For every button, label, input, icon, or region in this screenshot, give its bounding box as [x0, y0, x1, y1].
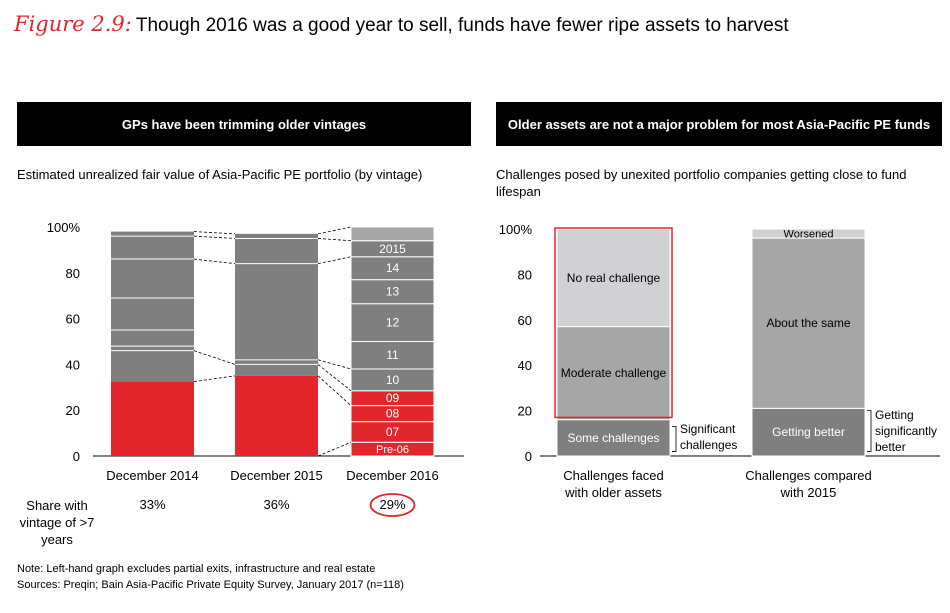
right-segment-label: No real challenge [567, 271, 661, 285]
share-highlight-circle [369, 493, 416, 517]
callout-text-right: significantly [875, 424, 937, 438]
left-segment-label: 12 [386, 316, 400, 330]
right-segment-label: Some challenges [567, 431, 659, 445]
left-segment-label: 08 [386, 407, 400, 421]
left-connector-line [317, 238, 352, 242]
figure-label: Figure 2.9: [14, 12, 132, 36]
right-panel-subtitle: Challenges posed by unexited portfolio c… [496, 167, 907, 199]
callout-text-left: Significant [680, 422, 736, 436]
right-y-tick: 60 [518, 313, 532, 328]
left-bar-gray [111, 231, 194, 382]
left-connector-line [193, 375, 236, 382]
left-bar-red [111, 381, 194, 456]
right-y-tick: 80 [518, 267, 532, 282]
left-bar-segment [350, 303, 435, 342]
share-row-label: Share with vintage of >7 years [19, 498, 95, 547]
left-segment-label: 2015 [379, 242, 406, 256]
right-bar-segment [751, 228, 866, 239]
left-connector-line [317, 256, 352, 265]
left-panel-banner: GPs have been trimming older vintages [17, 102, 471, 146]
left-y-tick: 100% [47, 220, 81, 235]
left-connector-line [193, 235, 236, 239]
figure-title: Figure 2.9: Though 2016 was a good year t… [14, 12, 789, 37]
left-bar-segment [350, 279, 435, 305]
right-segment-label: About the same [766, 316, 850, 330]
left-bar-segment-2016-top [350, 226, 435, 242]
left-segment-label: 13 [386, 285, 400, 299]
left-y-tick: 20 [66, 403, 80, 418]
right-category-label: Challenges faced [563, 468, 663, 483]
left-connector-line [317, 375, 352, 406]
footnote-sources: Sources: Preqin; Bain Asia-Pacific Priva… [17, 579, 404, 591]
left-segment-label: 10 [386, 373, 400, 387]
left-bar-gray [235, 233, 318, 376]
left-share-value: 36% [263, 497, 289, 512]
right-panel-banner: Older assets are not a major problem for… [496, 102, 942, 146]
left-segment-label: 09 [386, 391, 400, 405]
right-bar-segment [556, 228, 671, 328]
left-connector-line [317, 226, 352, 235]
left-connector-line [193, 350, 236, 365]
left-share-value: 33% [139, 497, 165, 512]
right-category-label: Challenges compared [745, 468, 871, 483]
right-bar-segment [751, 237, 866, 409]
callout-text-right: Getting [875, 408, 914, 422]
left-connector-line [317, 359, 352, 370]
right-segment-label: Moderate challenge [561, 366, 667, 380]
right-bar-segment [751, 407, 866, 457]
right-category-label: with 2015 [780, 485, 837, 500]
left-connector-line [317, 364, 352, 392]
figure-title-text: Though 2016 was a good year to sell, fun… [135, 15, 789, 36]
right-y-tick: 100% [499, 222, 533, 237]
left-y-tick: 80 [66, 266, 80, 281]
right-y-tick: 40 [518, 358, 532, 373]
left-connector-line [317, 441, 352, 457]
left-category-label: December 2016 [346, 468, 439, 483]
footnote-note: Note: Left-hand graph excludes partial e… [17, 563, 376, 575]
right-y-tick: 20 [518, 404, 532, 419]
callout-text-right: better [875, 440, 906, 454]
callout-bracket-left [672, 426, 677, 452]
left-bar-segment [350, 341, 435, 370]
right-category-label: with older assets [564, 485, 662, 500]
right-bar-segment [556, 326, 671, 421]
left-y-tick: 0 [73, 449, 80, 464]
right-segment-label: Getting better [772, 425, 845, 439]
right-segment-label: Worsened [784, 229, 834, 241]
left-panel-subtitle: Estimated unrealized fair value of Asia-… [17, 167, 423, 182]
left-segment-label: 11 [386, 348, 399, 362]
right-bar-segment [556, 419, 671, 457]
left-share-value: 29% [379, 497, 405, 512]
left-connector-line [193, 231, 236, 235]
left-segment-label: 07 [386, 425, 400, 439]
left-connector-line [193, 258, 236, 265]
left-segment-label: Pre-06 [376, 444, 409, 456]
left-segment-label: 14 [386, 261, 400, 275]
left-y-tick: 40 [66, 357, 80, 372]
left-category-label: December 2015 [230, 468, 323, 483]
right-highlight-box [554, 227, 673, 419]
right-y-tick: 0 [525, 449, 532, 464]
callout-text-left: challenges [680, 438, 737, 452]
left-bar-red [235, 375, 318, 456]
left-category-label: December 2014 [106, 468, 199, 483]
callout-bracket-right [867, 410, 872, 452]
left-y-tick: 60 [66, 312, 80, 327]
